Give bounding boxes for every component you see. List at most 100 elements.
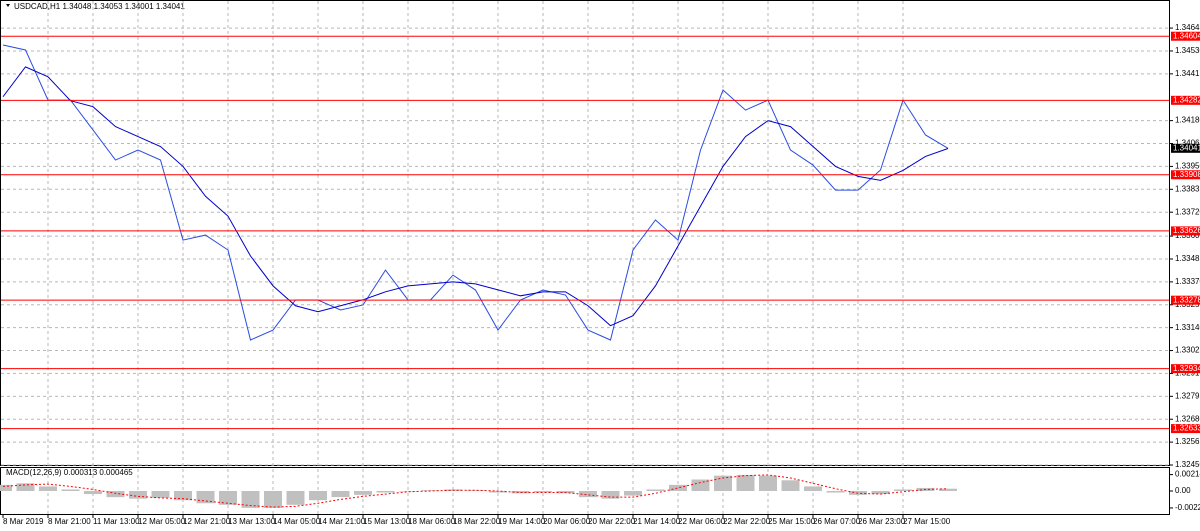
y-tick-label: 1.32565 — [1175, 437, 1200, 446]
y-tick-label: 1.33140 — [1175, 323, 1200, 332]
macd-bar — [0, 484, 12, 491]
y-tick-label: 1.34415 — [1175, 69, 1200, 78]
macd-bar — [826, 491, 845, 493]
macd-bar — [16, 483, 35, 491]
x-tick-label: 27 Mar 15:00 — [903, 517, 951, 526]
macd-bar — [309, 491, 327, 501]
macd-bar — [511, 491, 530, 494]
x-tick-label: 8 Mar 2019 — [3, 517, 44, 526]
macd-bar — [736, 474, 755, 491]
macd-bar — [894, 489, 912, 491]
level-label: 1.32934 — [1173, 364, 1200, 373]
macd-bar — [646, 489, 665, 491]
y-tick-label: 1.33485 — [1175, 254, 1200, 263]
macd-bar — [759, 475, 777, 491]
macd-bar — [84, 491, 102, 495]
price-line — [2, 66, 949, 327]
y-tick-label: 1.34530 — [1175, 46, 1200, 55]
macd-bar — [354, 491, 372, 495]
level-label-box — [1171, 170, 1200, 180]
y-tick-label: 1.33025 — [1175, 346, 1200, 355]
last-price-box — [1171, 143, 1200, 153]
level-label-box — [1171, 31, 1200, 41]
macd-bar — [39, 486, 57, 491]
macd-bar — [241, 491, 260, 508]
x-tick-label: 20 Mar 22:00 — [588, 517, 636, 526]
macd-bar — [871, 491, 890, 495]
macd-bar — [601, 491, 620, 499]
macd-bar — [376, 491, 395, 493]
level-label-box — [1171, 364, 1200, 374]
x-tick-label: 26 Mar 07:00 — [813, 517, 861, 526]
y-tick-label: 1.32450 — [1175, 460, 1200, 469]
y-tick-label: 1.33720 — [1175, 207, 1200, 216]
y-tick-label: 1.33600 — [1175, 231, 1200, 240]
y-tick-label: 0.00214 — [1175, 470, 1200, 479]
macd-bar — [264, 491, 282, 508]
x-tick-label: 15 Mar 13:00 — [363, 517, 411, 526]
macd-bar — [151, 491, 170, 498]
macd-bar — [781, 480, 800, 491]
x-tick-label: 12 Mar 21:00 — [183, 517, 231, 526]
last-price-label: 1.34041 — [1173, 143, 1200, 152]
level-label: 1.34604 — [1173, 31, 1200, 40]
level-label-box — [1171, 424, 1200, 434]
macd-bar — [939, 488, 957, 491]
x-tick-label: 20 Mar 06:00 — [543, 517, 591, 526]
y-tick-label: -0.00221 — [1175, 503, 1200, 512]
x-tick-label: 12 Mar 05:00 — [138, 517, 186, 526]
macd-bar — [534, 491, 552, 493]
x-tick-label: 14 Mar 05:00 — [273, 517, 321, 526]
price-line — [2, 44, 949, 341]
x-tick-label: 26 Mar 23:00 — [858, 517, 906, 526]
y-tick-label: 1.34065 — [1175, 139, 1200, 148]
macd-bar — [286, 491, 305, 505]
macd-bar — [399, 491, 417, 492]
level-label-box — [1171, 95, 1200, 105]
macd-bar — [129, 491, 147, 499]
level-label: 1.34282 — [1173, 95, 1200, 104]
x-tick-label: 8 Mar 21:00 — [48, 517, 91, 526]
macd-bar — [714, 475, 732, 491]
x-tick-label: 18 Mar 06:00 — [408, 517, 456, 526]
y-tick-label: 1.34180 — [1175, 116, 1200, 125]
y-tick-label: 1.33950 — [1175, 162, 1200, 171]
macd-bar — [331, 491, 350, 498]
y-tick-label: 0.00 — [1175, 486, 1191, 495]
arrow-icon — [6, 4, 10, 7]
y-tick-label: 1.32680 — [1175, 414, 1200, 423]
macd-bar — [624, 491, 642, 496]
x-tick-label: 13 Mar 13:00 — [228, 517, 276, 526]
macd-bar — [466, 490, 485, 491]
macd-bar — [489, 491, 507, 493]
main-frame — [0, 0, 1170, 466]
signal-line — [2, 474, 949, 508]
level-label: 1.33908 — [1173, 170, 1200, 179]
x-tick-label: 11 Mar 13:00 — [93, 517, 140, 526]
y-tick-label: 1.34645 — [1175, 23, 1200, 32]
x-tick-label: 22 Mar 22:00 — [723, 517, 771, 526]
macd-bar — [106, 491, 125, 498]
chart-title: USDCAD,H1 1.34048 1.34053 1.34001 1.3404… — [14, 2, 185, 11]
macd-bar — [61, 489, 80, 491]
macd-bar — [174, 491, 192, 501]
level-label: 1.32633 — [1173, 424, 1200, 433]
y-tick-label: 1.32795 — [1175, 391, 1200, 400]
macd-bar — [691, 479, 710, 491]
macd-bar — [219, 491, 237, 505]
x-tick-label: 14 Mar 21:00 — [318, 517, 366, 526]
macd-bar — [804, 486, 822, 491]
level-label-box — [1171, 295, 1200, 305]
y-tick-label: 1.33835 — [1175, 184, 1200, 193]
macd-bar — [196, 491, 215, 504]
macd-bar — [669, 484, 687, 491]
x-tick-label: 21 Mar 14:00 — [633, 517, 681, 526]
x-tick-label: 18 Mar 22:00 — [453, 517, 501, 526]
x-tick-label: 19 Mar 14:00 — [498, 517, 546, 526]
x-tick-label: 25 Mar 15:00 — [768, 517, 816, 526]
macd-title: MACD(12,26,9) 0.000313 0.000465 — [6, 468, 133, 477]
y-tick-label: 1.33370 — [1175, 277, 1200, 286]
macd-bar — [579, 491, 597, 498]
